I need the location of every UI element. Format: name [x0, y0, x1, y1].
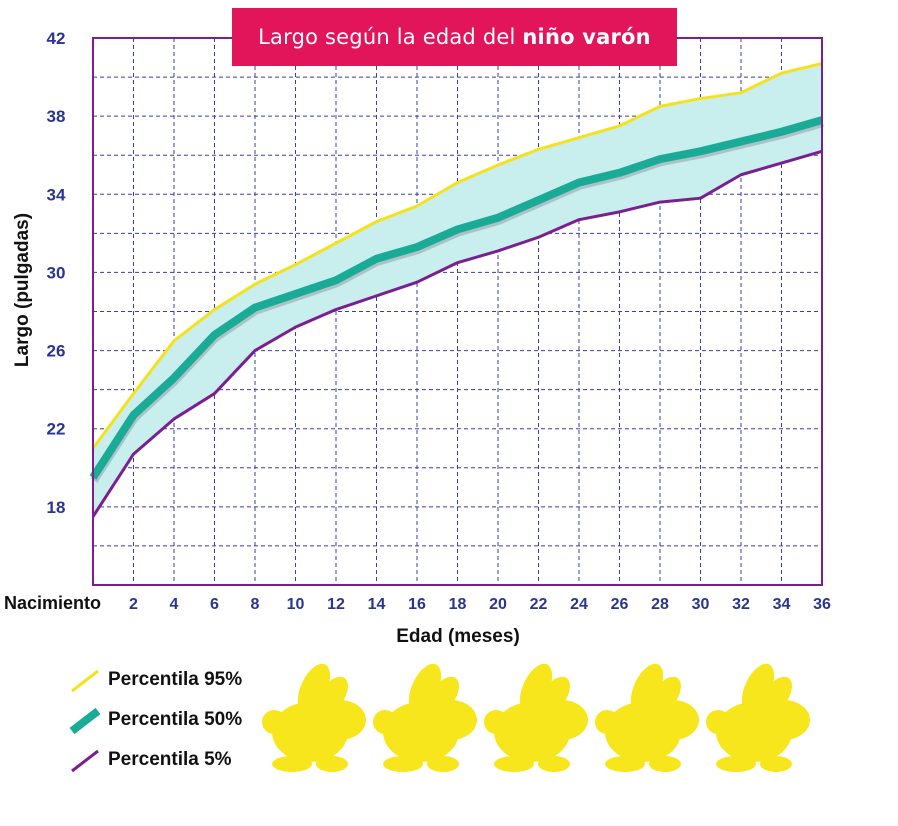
- x-tick-label: 4: [170, 596, 179, 613]
- x-tick-label: 34: [773, 596, 791, 613]
- x-tick-label: 10: [287, 596, 305, 613]
- legend-item-p95: Percentila 95%: [68, 660, 242, 700]
- x-tick-label: 2: [129, 596, 138, 613]
- chart-series: [89, 61, 825, 518]
- y-tick-label: 38: [47, 107, 66, 126]
- bunny-foot: [427, 756, 459, 772]
- rabbit-silhouette-icon: [373, 663, 477, 772]
- bunny-tail: [706, 710, 730, 734]
- y-tick-label: 18: [47, 498, 66, 517]
- bunny-tail: [595, 710, 619, 734]
- bunny-foot: [538, 756, 570, 772]
- x-tick-label: 24: [570, 596, 588, 613]
- x-tick-label: 26: [611, 596, 629, 613]
- x-start-label: Nacimiento: [4, 593, 101, 613]
- y-tick-label: 26: [47, 342, 66, 361]
- bunny-foot: [649, 756, 681, 772]
- y-tick-label: 34: [47, 185, 66, 204]
- legend-swatch-p95: [71, 669, 99, 693]
- chart-title-highlight: niño varón: [522, 25, 651, 49]
- bunny-body: [272, 702, 348, 762]
- bunny-foot: [383, 756, 423, 772]
- legend-swatch-p5: [71, 749, 99, 773]
- rabbit-silhouette-icon: [706, 663, 810, 772]
- x-tick-label: 28: [651, 596, 669, 613]
- chart-title: Largo según la edad del niño varón: [258, 25, 651, 49]
- bunny-foot: [760, 756, 792, 772]
- x-tick-label: 22: [530, 596, 548, 613]
- legend-label-p50: Percentila 50%: [108, 709, 243, 730]
- bunny-foot: [272, 756, 312, 772]
- legend-item-p5: Percentila 5%: [68, 740, 242, 780]
- x-tick-label: 18: [449, 596, 467, 613]
- y-tick-label: 42: [47, 29, 66, 48]
- rabbit-silhouette-icon: [595, 663, 699, 772]
- bunny-body: [605, 702, 681, 762]
- x-tick-label: 16: [408, 596, 426, 613]
- x-axis-title: Edad (meses): [396, 626, 520, 647]
- bunny-foot: [605, 756, 645, 772]
- y-tick-label: 30: [47, 263, 66, 282]
- x-tick-label: 14: [368, 596, 386, 613]
- bunny-body: [716, 702, 792, 762]
- percentile-band: [93, 63, 822, 517]
- x-tick-label: 20: [489, 596, 507, 613]
- bunny-decoration-row: [262, 663, 810, 772]
- chart-legend: Percentila 95% Percentila 50% Percentila…: [68, 660, 242, 780]
- bunny-tail: [484, 710, 508, 734]
- x-tick-label: 32: [732, 596, 750, 613]
- legend-swatch-p50: [69, 707, 101, 735]
- rabbit-silhouette-icon: [484, 663, 588, 772]
- x-tick-label: 6: [210, 596, 219, 613]
- y-tick-label: 22: [47, 420, 66, 439]
- legend-label-p5: Percentila 5%: [108, 749, 232, 770]
- x-tick-label: 12: [327, 596, 345, 613]
- chart-title-banner: Largo según la edad del niño varón: [232, 8, 677, 66]
- bunny-body: [494, 702, 570, 762]
- bunny-foot: [494, 756, 534, 772]
- y-axis-title: Largo (pulgadas): [12, 213, 33, 367]
- bunny-tail: [262, 710, 286, 734]
- x-tick-label: 30: [692, 596, 710, 613]
- bunny-body: [383, 702, 459, 762]
- legend-label-p95: Percentila 95%: [108, 669, 243, 690]
- x-tick-label: 36: [813, 596, 831, 613]
- chart-title-prefix: Largo según la edad del: [258, 25, 516, 49]
- bunny-foot: [316, 756, 348, 772]
- bunny-tail: [373, 710, 397, 734]
- legend-item-p50: Percentila 50%: [68, 700, 242, 740]
- bunny-foot: [716, 756, 756, 772]
- band-fill: [93, 63, 822, 517]
- x-tick-label: 8: [251, 596, 260, 613]
- rabbit-silhouette-icon: [262, 663, 366, 772]
